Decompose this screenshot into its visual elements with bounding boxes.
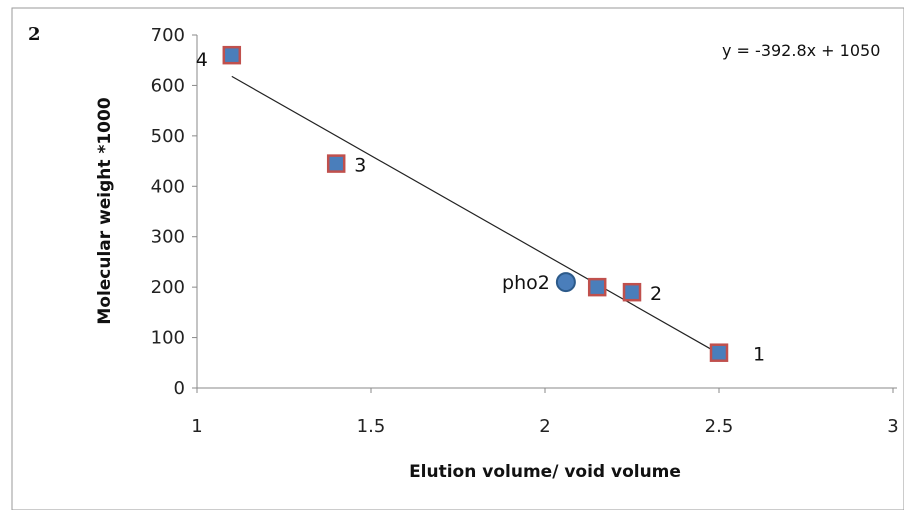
- x-tick-label: 1: [191, 416, 202, 437]
- point-labels: 4 3 2 1 pho2: [196, 49, 765, 366]
- point-label: 1: [753, 344, 765, 366]
- data-points: [222, 45, 729, 362]
- y-tick-label: 600: [151, 75, 185, 96]
- square-marker: [709, 343, 729, 362]
- x-tick-label: 3: [887, 416, 898, 437]
- x-axis-title: Elution volume/ void volume: [409, 462, 681, 482]
- trendline-equation: y = -392.8x + 1050: [722, 41, 880, 60]
- y-axis-title: Molecular weight *1000: [95, 97, 115, 324]
- square-marker: [587, 277, 607, 297]
- y-tick-label: 100: [151, 328, 185, 349]
- trendline-group: [231, 75, 727, 359]
- x-tick-label: 2.5: [705, 416, 734, 437]
- x-tick-label: 2: [539, 416, 550, 437]
- point-label: 2: [650, 283, 662, 305]
- panel-label: 2: [28, 24, 41, 45]
- square-marker: [326, 154, 346, 173]
- circle-marker: [555, 272, 576, 293]
- square-marker: [222, 45, 242, 65]
- y-tick-label: 700: [151, 25, 185, 46]
- x-tick-label: 1.5: [357, 416, 386, 437]
- chart-border: [11, 7, 904, 510]
- y-tick-label: 500: [151, 126, 185, 147]
- y-tick-label: 0: [174, 378, 185, 399]
- y-tick-label: 300: [151, 227, 185, 248]
- point-label: 4: [196, 49, 208, 71]
- point-label: pho2: [502, 272, 550, 294]
- trendline: [231, 75, 727, 359]
- axes: 0 100 200 300 400 500 600 700 1 1.5 2 2.5 3: [151, 25, 899, 437]
- square-marker: [622, 282, 642, 302]
- y-tick-label: 200: [151, 277, 185, 298]
- point-label: 3: [354, 155, 366, 177]
- y-tick-label: 400: [151, 176, 185, 197]
